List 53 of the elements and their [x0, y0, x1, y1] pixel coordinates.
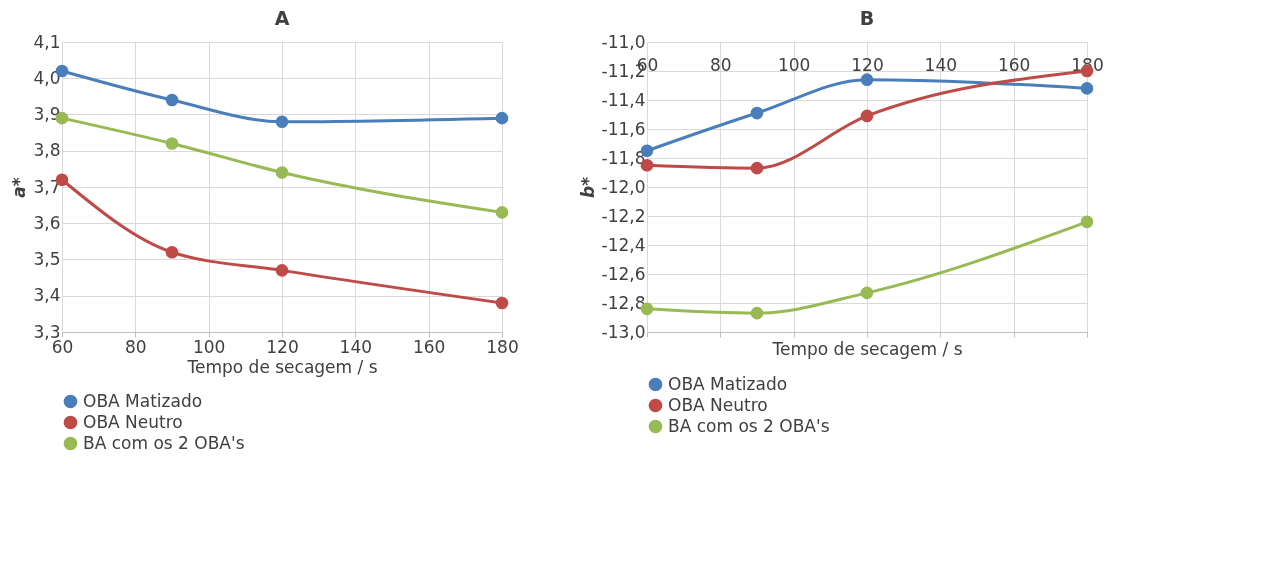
- point: [165, 245, 179, 259]
- y-tick-label: -11,6: [601, 118, 646, 139]
- x-tick-label: 120: [266, 336, 299, 357]
- y-tick-label: -12,0: [601, 176, 646, 197]
- point: [750, 306, 764, 320]
- legend-label: OBA Matizado: [668, 373, 788, 394]
- x-tick-label: 160: [997, 54, 1031, 75]
- chart-title: A: [274, 7, 290, 29]
- x-tick-label: 180: [486, 336, 519, 357]
- point: [860, 73, 874, 87]
- x-tick-label: 100: [192, 336, 226, 357]
- y-tick-label: 3,8: [33, 140, 61, 161]
- y-axis-title: a*: [9, 177, 30, 198]
- point: [165, 137, 179, 150]
- x-tick-label: 80: [125, 336, 147, 357]
- chart-title: B: [859, 7, 875, 29]
- point: [1080, 215, 1094, 229]
- x-tick-label: 140: [339, 336, 373, 357]
- legend-label: OBA Neutro: [668, 394, 768, 415]
- point: [275, 264, 289, 277]
- x-tick-label: 160: [412, 336, 446, 357]
- point: [750, 161, 764, 175]
- point: [275, 115, 289, 129]
- x-tick-label: 140: [924, 54, 958, 75]
- x-axis-title: Tempo de secagem / s: [186, 356, 378, 377]
- legend-label: OBA Neutro: [83, 411, 183, 432]
- x-tick-label: 80: [710, 54, 732, 75]
- y-tick-label: -11,0: [601, 31, 646, 52]
- legend-label: BA com os 2 OBA's: [668, 415, 830, 436]
- y-tick-label: 3,6: [33, 212, 61, 233]
- point: [495, 296, 509, 310]
- y-tick-label: 4,1: [33, 31, 61, 52]
- y-tick-label: 3,5: [33, 249, 61, 269]
- point: [750, 106, 764, 120]
- legend-label: BA com os 2 OBA's: [83, 432, 245, 453]
- legend-label: OBA Matizado: [83, 390, 203, 411]
- y-tick-label: 3,4: [33, 285, 61, 306]
- x-axis-title: Tempo de secagem / s: [771, 339, 963, 359]
- point: [860, 286, 874, 300]
- y-tick-label: -12,6: [601, 263, 646, 284]
- point: [495, 206, 509, 219]
- x-tick-label: 100: [777, 54, 811, 75]
- point: [275, 166, 289, 179]
- y-tick-label: -12,2: [601, 205, 646, 226]
- y-tick-label: -12,4: [601, 234, 646, 255]
- point: [165, 93, 179, 107]
- y-tick-label: -11,4: [601, 89, 646, 110]
- point: [860, 109, 874, 123]
- point: [1080, 82, 1094, 95]
- y-axis-title: b*: [577, 176, 598, 199]
- y-tick-label: -13,0: [601, 321, 646, 342]
- x-tick-label: 120: [851, 54, 884, 75]
- point: [495, 111, 509, 125]
